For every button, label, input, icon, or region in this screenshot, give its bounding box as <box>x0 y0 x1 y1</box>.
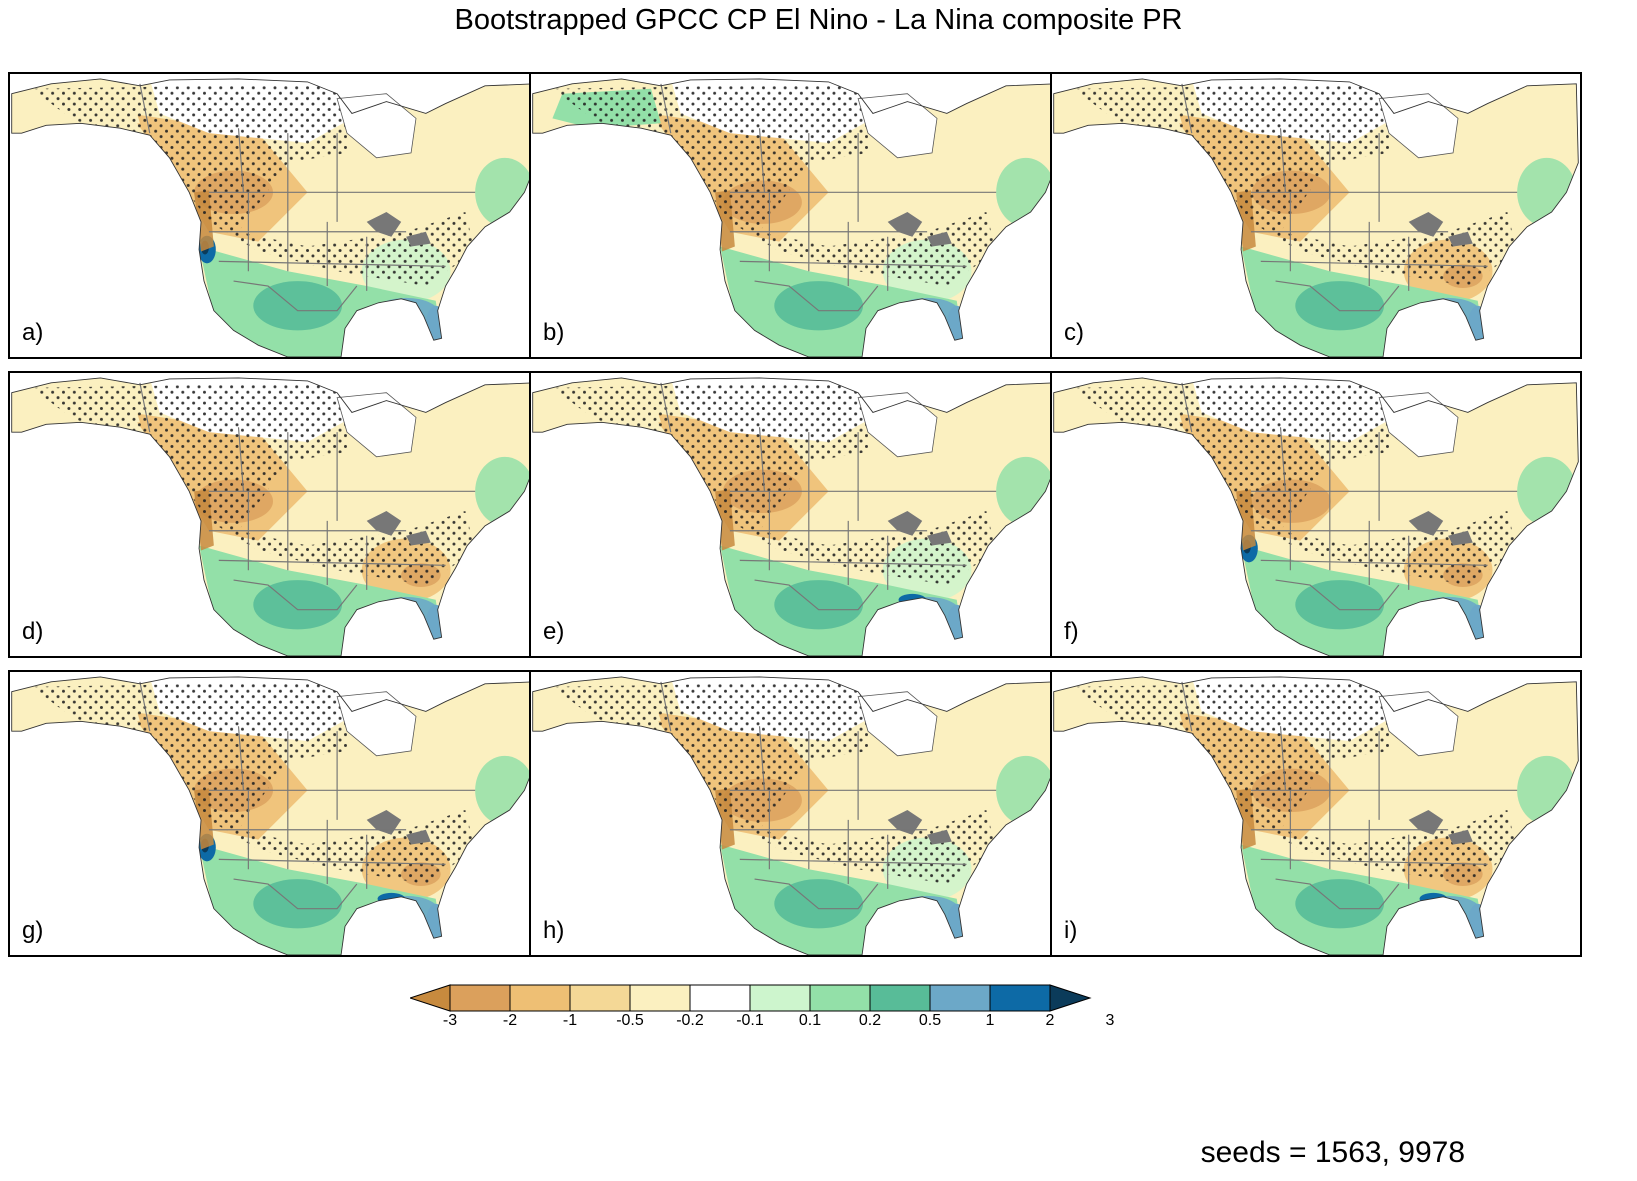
precip-anomaly-map <box>532 78 1058 357</box>
seeds-text: seeds = 1563, 9978 <box>1200 1136 1465 1169</box>
colorbar-tick-label: 0.1 <box>798 1012 822 1029</box>
precip-anomaly-map <box>532 676 1058 955</box>
panel-label: h) <box>543 917 565 944</box>
colorbar-tick-label: -1 <box>562 1012 578 1029</box>
colorbar-bin <box>869 984 931 1012</box>
colorbar-tick-label: -3 <box>442 1012 458 1029</box>
colorbar-bin <box>689 984 751 1012</box>
precip-anomaly-map <box>1053 676 1579 955</box>
panel-label: a) <box>22 319 44 346</box>
colorbar-bin <box>809 984 871 1012</box>
colorbar-bin <box>749 984 811 1012</box>
colorbar-bin <box>509 984 571 1012</box>
colorbar-bin <box>569 984 631 1012</box>
panel-label: g) <box>22 917 44 944</box>
map-panel: b) <box>529 72 1061 359</box>
colorbar-tick-label: 2 <box>1045 1012 1055 1029</box>
colorbar-tick-label: 0.5 <box>918 1012 942 1029</box>
colorbar-max-arrow <box>1049 984 1092 1012</box>
colorbar-tick-label: 1 <box>985 1012 995 1029</box>
colorbar-min-arrow <box>410 984 451 1012</box>
colorbar-bin <box>629 984 691 1012</box>
map-panel: a) <box>8 72 540 359</box>
colorbar-tick-label: -0.2 <box>676 1012 704 1029</box>
precip-anomaly-map <box>1053 78 1579 357</box>
map-panel: f) <box>1050 371 1582 658</box>
panel-label: e) <box>543 618 565 645</box>
colorbar-tick-label: -2 <box>502 1012 518 1029</box>
colorbar-bin <box>929 984 991 1012</box>
panel-label: f) <box>1064 618 1079 645</box>
precip-anomaly-map <box>11 377 537 656</box>
precip-anomaly-map <box>11 676 537 955</box>
colorbar-tick-label: -0.5 <box>616 1012 644 1029</box>
colorbar-bin <box>449 984 511 1012</box>
map-panel: g) <box>8 670 540 957</box>
panel-label: d) <box>22 618 44 645</box>
colorbar-tick-label: -0.1 <box>736 1012 764 1029</box>
colorbar-bin <box>989 984 1051 1012</box>
precip-anomaly-map <box>532 377 1058 656</box>
colorbar-tick-label: 3 <box>1105 1012 1115 1029</box>
map-panel: c) <box>1050 72 1582 359</box>
figure-title: Bootstrapped GPCC CP El Nino - La Nina c… <box>454 4 1183 36</box>
map-panel: h) <box>529 670 1061 957</box>
panel-label: b) <box>543 319 565 346</box>
map-panel: d) <box>8 371 540 658</box>
panel-label: i) <box>1064 917 1078 944</box>
map-panel: e) <box>529 371 1061 658</box>
map-panel: i) <box>1050 670 1582 957</box>
colorbar-tick-label: 0.2 <box>858 1012 882 1029</box>
precip-anomaly-map <box>1053 377 1579 656</box>
colorbar <box>410 984 1092 1012</box>
precip-anomaly-map <box>11 78 537 357</box>
panel-label: c) <box>1064 319 1084 346</box>
